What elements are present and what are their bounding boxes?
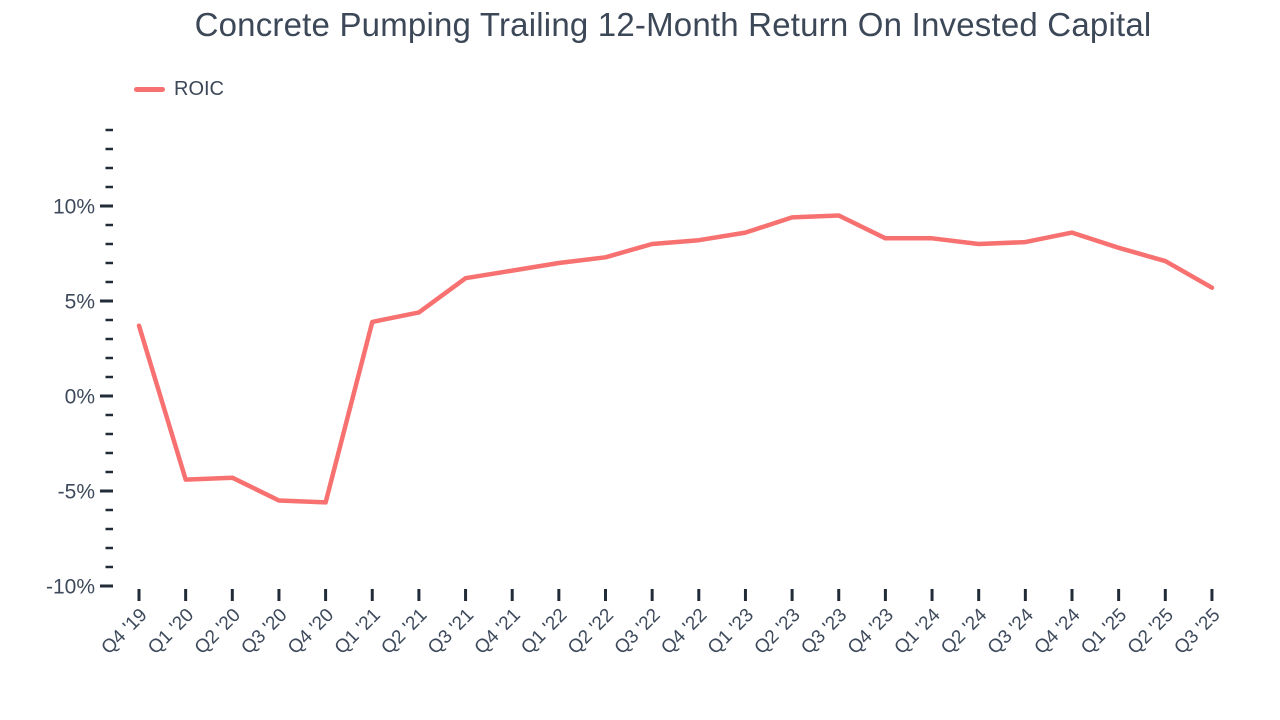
x-axis-tick-label: Q2 '21 <box>377 605 431 659</box>
x-axis-tick-label: Q3 '20 <box>237 605 291 659</box>
x-axis-tick-label: Q2 '25 <box>1124 605 1178 659</box>
x-axis-tick-label: Q1 '22 <box>517 605 571 659</box>
x-axis-tick-label: Q1 '21 <box>331 605 385 659</box>
y-axis-tick-label: 5% <box>65 290 95 313</box>
x-axis-tick-label: Q3 '22 <box>611 605 665 659</box>
x-axis-tick-label: Q4 '24 <box>1031 604 1085 658</box>
x-axis-tick-label: Q3 '23 <box>797 605 851 659</box>
y-axis-tick-label: 10% <box>53 195 95 218</box>
x-axis-tick-label: Q1 '24 <box>891 604 945 658</box>
legend-line-swatch <box>134 87 165 92</box>
y-axis-tick-label: 0% <box>65 385 95 408</box>
legend-label-roic: ROIC <box>174 78 224 100</box>
x-axis-tick-label: Q3 '25 <box>1170 605 1224 659</box>
x-axis-tick-label: Q1 '25 <box>1077 605 1131 659</box>
x-axis-tick-label: Q1 '23 <box>704 605 758 659</box>
roic-line <box>136 213 1215 505</box>
x-axis-tick-label: Q3 '21 <box>424 605 478 659</box>
x-axis-tick-label: Q2 '24 <box>937 604 991 658</box>
x-axis-tick-label: Q3 '24 <box>984 604 1038 658</box>
x-axis-tick-label: Q1 '20 <box>144 605 198 659</box>
chart-title: Concrete Pumping Trailing 12-Month Retur… <box>194 6 1152 43</box>
x-axis-tick-label: Q4 '21 <box>471 605 525 659</box>
y-axis-tick-label: -5% <box>58 480 95 503</box>
x-axis-tick-label: Q4 '20 <box>284 605 338 659</box>
legend: ROIC <box>134 78 224 101</box>
x-axis-tick-label: Q4 '23 <box>844 605 898 659</box>
x-axis-tick-label: Q2 '20 <box>191 605 245 659</box>
x-axis-tick-label: Q2 '23 <box>751 605 805 659</box>
x-axis-tick-label: Q4 '19 <box>98 605 152 659</box>
x-axis-tick-label: Q4 '22 <box>657 605 711 659</box>
y-axis-tick-label: -10% <box>46 575 95 598</box>
x-axis-tick-label: Q2 '22 <box>564 605 618 659</box>
